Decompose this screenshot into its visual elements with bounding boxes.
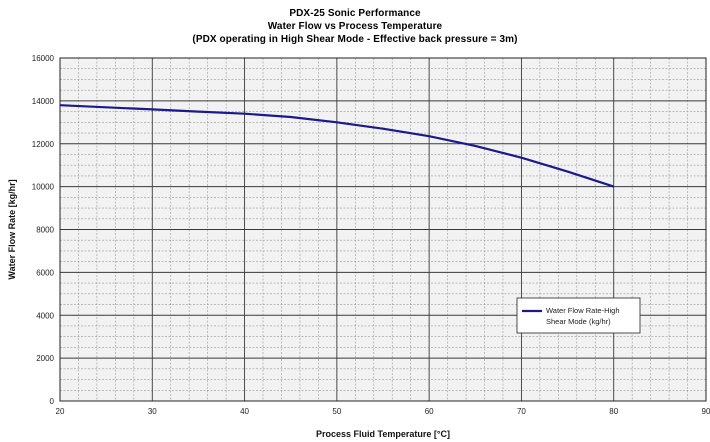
chart-subtitle-2: (PDX operating in High Shear Mode - Effe… (192, 34, 518, 45)
y-tick-label: 6000 (36, 268, 54, 277)
x-axis-ticks: 20 30 40 50 60 70 80 90 (56, 407, 710, 416)
chart-subtitle: Water Flow vs Process Temperature (267, 21, 443, 32)
chart-title: PDX-25 Sonic Performance (289, 8, 421, 19)
y-tick-label: 16000 (32, 54, 55, 63)
y-tick-label: 10000 (32, 183, 55, 192)
x-tick-label: 20 (56, 407, 65, 416)
y-tick-label: 14000 (32, 97, 55, 106)
x-tick-label: 30 (148, 407, 157, 416)
y-tick-label: 0 (50, 397, 55, 406)
series-line (59, 104, 615, 188)
series-group (59, 104, 615, 188)
legend-box (516, 297, 641, 334)
x-tick-label: 70 (517, 407, 526, 416)
legend: Water Flow Rate-High Shear Mode (kg/hr) (516, 297, 641, 334)
legend-label: Water Flow Rate-High Shear Mode (kg/hr) (546, 306, 620, 326)
x-tick-label: 90 (702, 407, 710, 416)
x-tick-label: 40 (240, 407, 249, 416)
y-tick-label: 8000 (36, 226, 54, 235)
plot-frame (59, 57, 707, 402)
y-tick-label: 4000 (36, 311, 54, 320)
y-axis-ticks: 0 2000 4000 6000 8000 10000 12000 14000 16000 (32, 54, 55, 406)
y-axis-title: Water Flow Rate [kg/hr] (7, 179, 17, 279)
x-tick-label: 60 (425, 407, 434, 416)
y-tick-label: 12000 (32, 140, 55, 149)
x-tick-label: 50 (332, 407, 341, 416)
x-axis-title: Process Fluid Temperature [°C] (316, 429, 450, 439)
y-tick-label: 2000 (36, 354, 54, 363)
x-tick-label: 80 (609, 407, 618, 416)
